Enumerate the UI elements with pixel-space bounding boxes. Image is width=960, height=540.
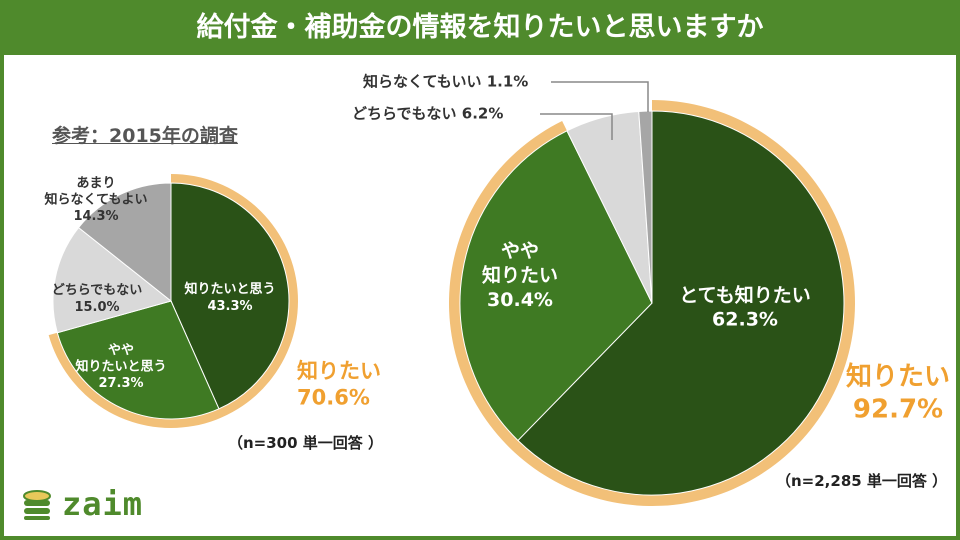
coin-stack-icon [23, 490, 51, 520]
highlight-value: 70.6% [297, 385, 370, 409]
slice-value-label: 14.3% [73, 209, 118, 224]
external-slice-label: どちらでもない 6.2% [352, 105, 503, 123]
slice-value-label: 43.3% [207, 299, 252, 314]
pie-slice [517, 110, 845, 496]
leader-line [551, 81, 649, 112]
pie-slice [170, 182, 290, 410]
zaim-logo: zaim [20, 485, 144, 523]
slice-value-label: 62.3% [712, 309, 778, 331]
slice-value-label: 15.0% [74, 300, 119, 315]
pie-slice [56, 300, 220, 420]
pie-slice [638, 110, 653, 304]
reference-title: 参考：2015年の調査 [52, 125, 238, 147]
slice-category-label: やや [108, 343, 134, 358]
pie-slice [459, 130, 653, 442]
highlight-label: 知りたい [297, 359, 381, 383]
slice-category-label: 知りたいと思う [184, 281, 275, 297]
slice-value-label: 27.3% [98, 376, 143, 391]
leader-line [540, 113, 613, 140]
slice-category-label: とても知りたい [679, 283, 810, 306]
external-slice-label: 知らなくてもいい 1.1% [363, 73, 528, 91]
slice-category-label: あまり [76, 176, 115, 191]
highlight-value: 92.7% [853, 395, 943, 425]
page-title: 給付金・補助金の情報を知りたいと思いますか [0, 0, 960, 55]
slice-category-label: 知りたいと思う [75, 359, 166, 375]
small-pie-note: （n=300 単一回答 ） [228, 434, 384, 452]
pie-slice [52, 226, 173, 334]
slice-category-label: どちらでもない [52, 283, 143, 298]
highlight-label: 知りたい [846, 362, 950, 392]
pie-slice [77, 182, 172, 303]
small-pie: 知りたいと思う43.3%やや知りたいと思う27.3%どちらでもない15.0%あま… [45, 174, 381, 428]
slice-category-label: やや [501, 240, 539, 262]
slice-category-label: 知りたい [482, 264, 558, 287]
large-pie-note: （n=2,285 単一回答 ） [776, 472, 948, 490]
logo-text: zaim [62, 485, 144, 523]
slice-value-label: 30.4% [487, 289, 553, 311]
slice-category-label: 知らなくてもよい [45, 192, 148, 208]
